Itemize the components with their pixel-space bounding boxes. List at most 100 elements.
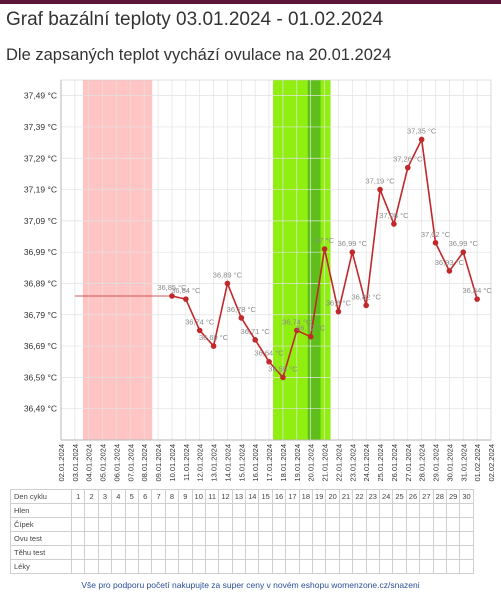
data-label: 36,72 °C bbox=[296, 324, 326, 333]
day-cell bbox=[432, 559, 447, 574]
day-cell bbox=[137, 559, 153, 574]
x-tick-label: 31.01.2024 bbox=[459, 444, 468, 482]
day-cell bbox=[111, 503, 126, 518]
day-cell bbox=[338, 559, 354, 574]
day-cell bbox=[271, 517, 287, 532]
data-label: 37,19 °C bbox=[365, 177, 395, 186]
x-tick-label: 18.01.2024 bbox=[279, 444, 288, 482]
day-cell bbox=[352, 531, 367, 546]
day-cell bbox=[191, 559, 206, 574]
row-label: Těhu test bbox=[10, 545, 72, 560]
day-cell bbox=[191, 503, 206, 518]
day-cell bbox=[419, 517, 434, 532]
data-label: 36,85 °C bbox=[157, 283, 187, 292]
x-tick-label: 16.01.2024 bbox=[251, 444, 260, 482]
temperature-point bbox=[196, 327, 203, 334]
data-label: 36,84 °C bbox=[462, 286, 492, 295]
day-cell: 28 bbox=[432, 489, 447, 504]
day-cell bbox=[312, 545, 327, 560]
day-cell bbox=[338, 531, 354, 546]
data-label: 36,89 °C bbox=[213, 270, 243, 279]
cycle-row: Těhu test bbox=[10, 545, 474, 560]
day-cell bbox=[97, 503, 113, 518]
day-cell bbox=[84, 531, 99, 546]
day-cell bbox=[432, 531, 447, 546]
day-cell bbox=[70, 503, 86, 518]
day-cell bbox=[84, 559, 99, 574]
day-cell bbox=[178, 503, 193, 518]
day-cell bbox=[298, 503, 314, 518]
x-tick-label: 02.02.2024 bbox=[487, 444, 496, 482]
day-cell bbox=[392, 531, 407, 546]
day-cell bbox=[432, 545, 447, 560]
x-tick-label: 30.01.2024 bbox=[445, 444, 454, 482]
day-cell bbox=[285, 545, 300, 560]
day-cell bbox=[445, 517, 461, 532]
data-label: 36,82 °C bbox=[352, 292, 382, 301]
day-cell bbox=[338, 517, 354, 532]
day-cell bbox=[84, 517, 99, 532]
temperature-point bbox=[294, 327, 300, 334]
day-cell bbox=[378, 559, 394, 574]
day-cell bbox=[419, 559, 434, 574]
data-label: 36,99 °C bbox=[338, 239, 368, 248]
day-cell: 13 bbox=[231, 489, 247, 504]
data-label: 36,78 °C bbox=[227, 305, 257, 314]
data-label: 36,93 °C bbox=[435, 258, 465, 267]
day-cell bbox=[84, 503, 99, 518]
temperature-point bbox=[460, 249, 467, 255]
day-cell: 10 bbox=[191, 489, 206, 504]
day-cell bbox=[392, 545, 407, 560]
day-cell bbox=[178, 545, 193, 560]
day-cell bbox=[204, 545, 220, 560]
day-cell bbox=[271, 559, 287, 574]
data-label: 37,08 °C bbox=[379, 211, 409, 220]
day-cell bbox=[271, 531, 287, 546]
day-cell bbox=[378, 531, 394, 546]
data-label: 36,71 °C bbox=[241, 327, 271, 336]
day-cell bbox=[204, 503, 220, 518]
cycle-row: Léky bbox=[10, 559, 474, 574]
day-cell bbox=[405, 545, 421, 560]
day-cell bbox=[97, 545, 113, 560]
day-cell: 14 bbox=[245, 489, 260, 504]
day-cell bbox=[405, 531, 421, 546]
data-label: 36,74 °C bbox=[282, 317, 312, 326]
day-cell bbox=[298, 545, 314, 560]
day-cell: 30 bbox=[459, 489, 474, 504]
day-cell bbox=[258, 503, 273, 518]
day-cell bbox=[245, 559, 260, 574]
y-tick-label: 36,89 °C bbox=[24, 278, 57, 288]
plot-frame bbox=[60, 79, 492, 441]
day-cell bbox=[445, 545, 461, 560]
day-cell: 22 bbox=[352, 489, 367, 504]
day-cell bbox=[325, 531, 340, 546]
x-tick-label: 22.01.2024 bbox=[334, 444, 343, 482]
x-tick-label: 12.01.2024 bbox=[196, 444, 205, 482]
day-cell bbox=[70, 517, 86, 532]
day-cell bbox=[137, 517, 153, 532]
day-cell bbox=[459, 503, 474, 518]
day-cell bbox=[164, 545, 180, 560]
day-cell: 24 bbox=[378, 489, 394, 504]
day-cell bbox=[178, 531, 193, 546]
day-cell bbox=[365, 559, 380, 574]
day-cell: 2 bbox=[84, 489, 99, 504]
y-tick-label: 36,59 °C bbox=[24, 372, 57, 382]
day-cell bbox=[392, 503, 407, 518]
footer-link[interactable]: Vše pro podporu početí nakupujte za supe… bbox=[81, 580, 420, 590]
row-label: Den cyklu bbox=[10, 489, 72, 504]
temperature-point bbox=[446, 268, 453, 274]
day-cell bbox=[258, 517, 273, 532]
day-cell: 15 bbox=[258, 489, 273, 504]
temperature-point bbox=[307, 333, 314, 340]
chart-subtitle: Dle zapsaných teplot vychází ovulace na … bbox=[6, 46, 392, 64]
day-cell bbox=[164, 517, 180, 532]
day-cell: 8 bbox=[164, 489, 180, 504]
day-cell bbox=[298, 531, 314, 546]
day-cell bbox=[245, 531, 260, 546]
day-cell bbox=[365, 531, 380, 546]
day-cell bbox=[298, 559, 314, 574]
day-cell bbox=[312, 559, 327, 574]
day-cell bbox=[325, 517, 340, 532]
